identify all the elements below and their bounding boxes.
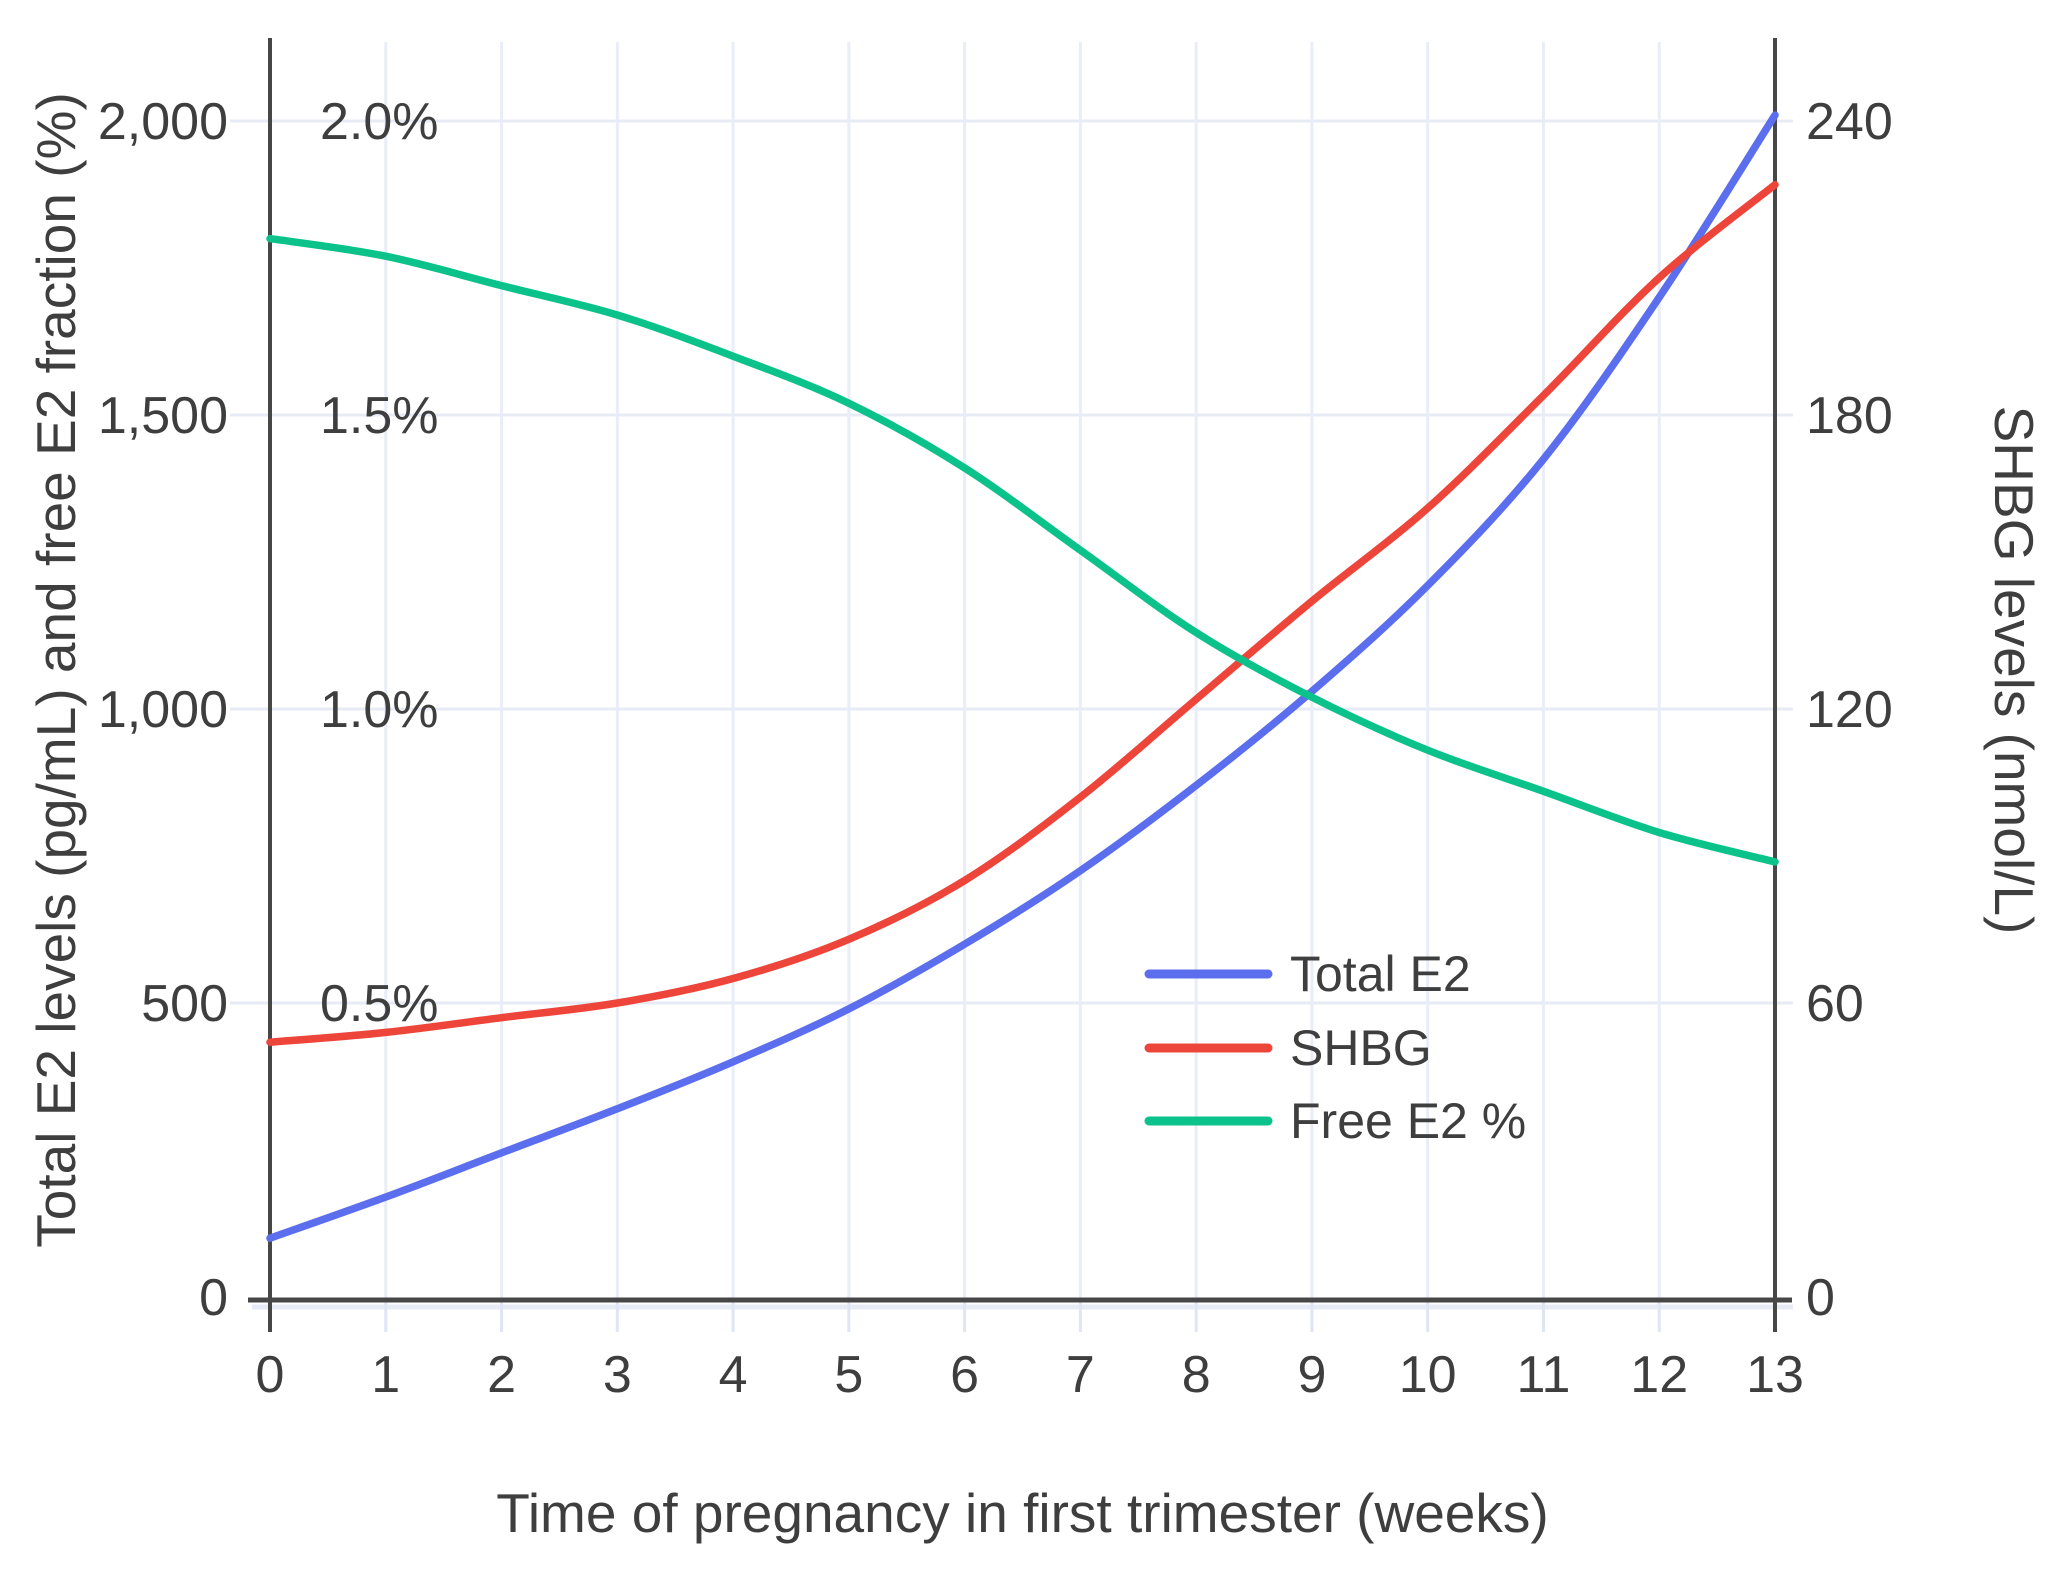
percent-tick-label-20: 2.0% bbox=[320, 93, 439, 151]
x-tick-label-week-9: 9 bbox=[1297, 1346, 1326, 1404]
left-tick-label-1000: 1,000 bbox=[98, 681, 228, 739]
curve-total-e2 bbox=[266, 111, 1779, 1242]
x-tick-label-week-11: 11 bbox=[1516, 1346, 1570, 1404]
x-tick-label-week-3: 3 bbox=[603, 1346, 632, 1404]
curve-shbg bbox=[266, 180, 1779, 1046]
x-tick-label-week-5: 5 bbox=[834, 1346, 863, 1404]
x-tick-label-week-12: 12 bbox=[1630, 1346, 1688, 1404]
left-tick-label-500: 500 bbox=[141, 975, 228, 1033]
right-axis-title: SHBG levels (nmol/L) bbox=[1983, 406, 2045, 935]
right-tick-label-60: 60 bbox=[1806, 975, 1864, 1033]
x-tick-label-week-0: 0 bbox=[256, 1346, 285, 1404]
percent-tick-label-05: 0.5% bbox=[320, 975, 439, 1033]
legend-label-shbg: SHBG bbox=[1290, 1020, 1432, 1076]
legend-label-free-e2: Free E2 % bbox=[1290, 1093, 1526, 1149]
right-tick-label-180: 180 bbox=[1806, 387, 1893, 445]
right-tick-label-0: 0 bbox=[1806, 1269, 1835, 1327]
x-tick-label-week-6: 6 bbox=[950, 1346, 979, 1404]
right-tick-label-240: 240 bbox=[1806, 93, 1893, 151]
legend-label-total-e2: Total E2 bbox=[1290, 946, 1471, 1002]
left-tick-label-0: 0 bbox=[199, 1269, 228, 1327]
x-tick-label-week-13: 13 bbox=[1746, 1346, 1804, 1404]
x-tick-label-week-7: 7 bbox=[1066, 1346, 1095, 1404]
x-tick-label-week-10: 10 bbox=[1399, 1346, 1457, 1404]
percent-tick-label-10: 1.0% bbox=[320, 681, 439, 739]
left-tick-label-2000: 2,000 bbox=[98, 93, 228, 151]
x-tick-label-week-1: 1 bbox=[371, 1346, 400, 1404]
percent-tick-label-15: 1.5% bbox=[320, 387, 439, 445]
x-tick-label-week-8: 8 bbox=[1182, 1346, 1211, 1404]
left-axis-title: Total E2 levels (pg/mL) and free E2 frac… bbox=[25, 92, 87, 1248]
x-tick-label-week-4: 4 bbox=[719, 1346, 748, 1404]
right-tick-label-120: 120 bbox=[1806, 681, 1893, 739]
curve-free-e2 bbox=[266, 234, 1779, 866]
x-axis-title: Time of pregnancy in first trimester (we… bbox=[496, 1482, 1548, 1544]
left-tick-label-1500: 1,500 bbox=[98, 387, 228, 445]
x-tick-label-week-2: 2 bbox=[487, 1346, 516, 1404]
